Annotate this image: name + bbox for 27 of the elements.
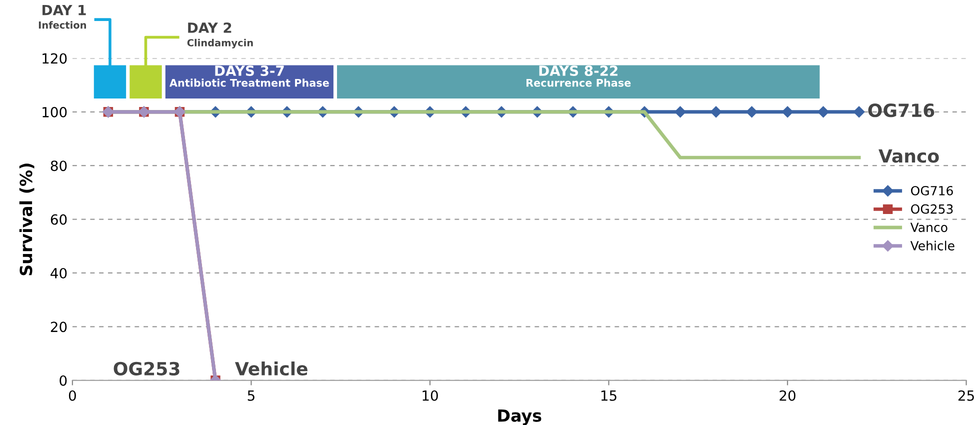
y-tick-label: 80 bbox=[50, 160, 67, 172]
legend-label: Vanco bbox=[910, 222, 948, 232]
legend-label: OG716 bbox=[911, 186, 953, 196]
x-tick-label: 25 bbox=[958, 390, 974, 401]
text: Vehicle bbox=[234, 362, 308, 376]
band-label: DAYS 8-22 Recurrence Phase bbox=[526, 65, 631, 87]
x-tick-label: 20 bbox=[780, 390, 796, 401]
band-label: DAY 1 Infection bbox=[38, 4, 86, 29]
text: OG253 bbox=[114, 362, 180, 376]
legend-label: Vehicle bbox=[910, 240, 954, 250]
y-tick-label: 100 bbox=[42, 106, 67, 118]
x-tick-label: 0 bbox=[68, 390, 76, 401]
y-tick-label: 0 bbox=[60, 375, 67, 386]
legend-label: OG253 bbox=[911, 204, 953, 214]
x-tick-label: 15 bbox=[601, 390, 616, 401]
band-label: DAYS 3-7 Antibiotic Treatment Phase bbox=[169, 65, 329, 87]
y-tick-label: 40 bbox=[50, 268, 67, 278]
band-label: DAY 2 Clindamycin bbox=[187, 22, 253, 48]
x-tick-label: 10 bbox=[422, 390, 438, 401]
y-tick-label: 60 bbox=[50, 214, 67, 225]
y-tick-label: 120 bbox=[42, 53, 67, 64]
x-tick-label: 5 bbox=[248, 390, 254, 401]
y-tick-label: 20 bbox=[50, 322, 67, 332]
y-axis-title: Survival (%) bbox=[19, 164, 34, 276]
text: Vanco bbox=[878, 149, 939, 163]
x-axis-title: Days bbox=[498, 409, 542, 425]
text: OG716 bbox=[868, 104, 934, 118]
